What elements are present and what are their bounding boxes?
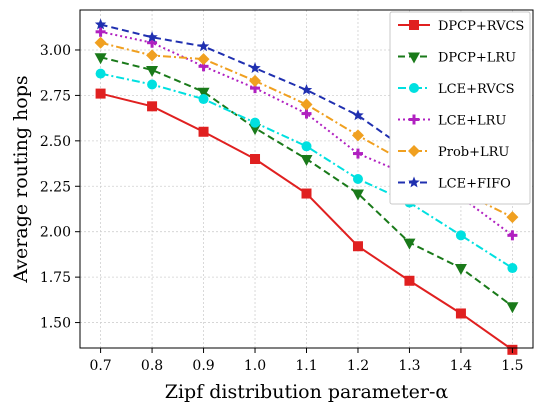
legend-item: LCE+FIFO: [398, 176, 511, 192]
data-point: [94, 36, 107, 49]
legend-item: Prob+LRU: [398, 145, 509, 160]
y-tick-label: 1.75: [40, 270, 71, 286]
data-point: [249, 74, 262, 87]
data-point: [147, 101, 158, 112]
series-lce-rvcs: [95, 68, 518, 274]
data-point: [507, 263, 518, 274]
data-point: [250, 117, 261, 128]
x-tick-label: 1.2: [347, 358, 369, 374]
x-axis-title: Zipf distribution parameter-α: [165, 381, 449, 403]
data-point: [404, 275, 415, 286]
legend-item: LCE+RVCS: [398, 82, 515, 97]
data-point: [403, 238, 416, 250]
data-point: [197, 87, 210, 99]
legend-marker: [409, 20, 419, 30]
x-tick-label: 1.1: [295, 358, 317, 374]
data-point: [249, 124, 262, 136]
y-tick-label: 2.25: [40, 179, 71, 195]
data-point: [506, 211, 519, 224]
data-point: [197, 40, 210, 52]
x-tick-label: 0.7: [89, 358, 111, 374]
series-dpcp-rvcs: [95, 88, 518, 355]
y-tick-label: 2.75: [40, 88, 71, 104]
data-point: [95, 26, 106, 37]
legend-label: LCE+LRU: [438, 114, 506, 129]
data-point: [352, 174, 363, 184]
data-point: [455, 230, 466, 241]
data-point: [94, 53, 107, 65]
data-point: [147, 79, 158, 90]
x-tick-label: 0.8: [141, 358, 163, 374]
x-tick-label: 1.3: [398, 358, 420, 374]
data-point: [300, 155, 313, 167]
data-point: [198, 126, 209, 137]
y-tick-label: 1.50: [40, 316, 71, 332]
legend-marker: [409, 114, 419, 125]
data-point: [352, 148, 363, 159]
data-point: [146, 49, 159, 62]
data-point: [507, 230, 518, 241]
y-tick-label: 2.50: [40, 134, 71, 150]
legend-label: LCE+RVCS: [438, 82, 515, 97]
legend-marker: [408, 145, 420, 157]
data-point: [301, 188, 312, 199]
series-dpcp-lru: [94, 53, 519, 314]
data-point: [352, 109, 364, 121]
data-point: [94, 18, 107, 30]
x-tick-label: 1.0: [244, 358, 266, 374]
legend-label: Prob+LRU: [438, 145, 509, 160]
data-point: [300, 83, 313, 95]
legend-marker: [408, 52, 420, 64]
data-point: [198, 94, 209, 105]
y-axis-title: Average routing hops: [10, 75, 32, 283]
series-line: [100, 23, 513, 199]
legend-label: LCE+FIFO: [438, 177, 511, 192]
data-point: [506, 302, 519, 314]
x-tick-label: 1.5: [501, 358, 523, 374]
legend-box: [389, 11, 531, 205]
data-point: [351, 189, 364, 201]
data-point: [95, 68, 106, 79]
x-tick-label: 1.4: [450, 358, 472, 374]
data-point: [455, 308, 466, 319]
data-point: [146, 31, 158, 43]
legend-marker: [408, 176, 420, 188]
data-point: [95, 88, 106, 99]
data-point: [250, 154, 261, 165]
axis-ticks: 0.7 0.8 0.9 1.0 1.1 1.2 1.3 1.4 1.5 1.50 1.75 2.00 2…: [40, 43, 524, 374]
x-tick-label: 0.9: [192, 358, 214, 374]
data-point: [197, 53, 210, 66]
data-point: [249, 62, 261, 73]
legend-item: DPCP+LRU: [398, 51, 516, 66]
legend-item: DPCP+RVCS: [398, 19, 524, 34]
legend-marker: [409, 83, 419, 93]
legend-label: DPCP+RVCS: [438, 19, 524, 34]
data-point: [300, 98, 313, 111]
data-point: [351, 129, 364, 142]
legend: DPCP+RVCS DPCP+LRU LCE+RVCS LCE+LRU Prob+LRU…: [389, 11, 531, 205]
data-point: [454, 264, 467, 276]
data-point: [146, 65, 159, 77]
data-point: [301, 141, 312, 152]
data-point: [352, 241, 363, 252]
legend-item: LCE+LRU: [398, 114, 506, 129]
y-tick-label: 2.00: [40, 225, 71, 241]
legend-label: DPCP+LRU: [438, 51, 516, 66]
y-tick-label: 3.00: [40, 43, 71, 59]
